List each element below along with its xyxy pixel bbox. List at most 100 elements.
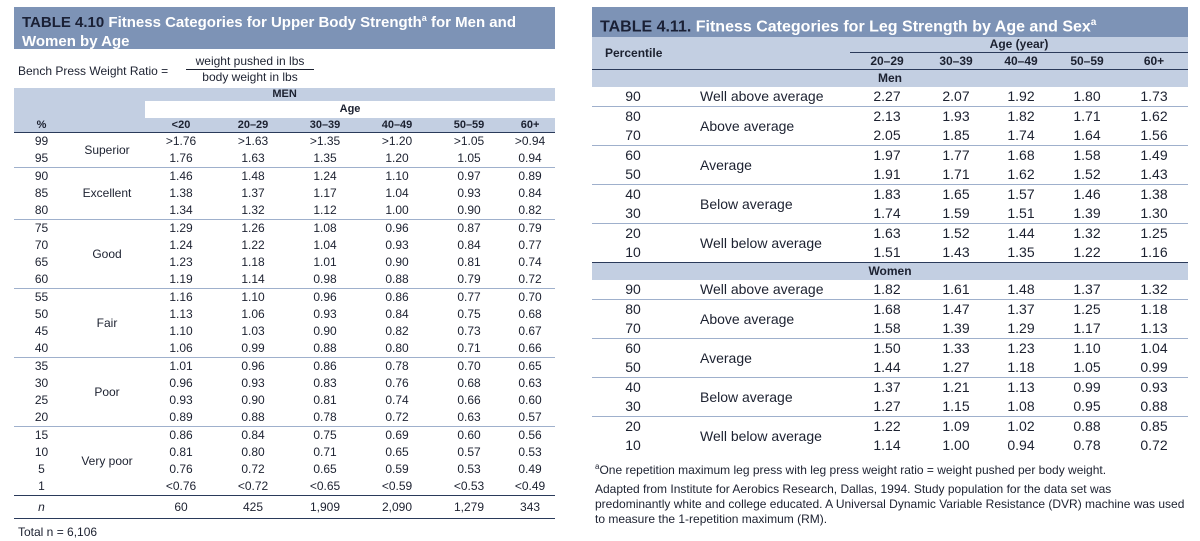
value-cell: 0.96: [217, 357, 289, 375]
value-cell: 1.29: [145, 219, 217, 237]
value-cell: 1.44: [988, 223, 1054, 243]
value-cell: 0.80: [241, 445, 265, 459]
value-cell: 1.04: [1120, 338, 1189, 358]
bench-press-formula: Bench Press Weight Ratio = weight pushed…: [14, 49, 555, 88]
value-cell: 1.48: [217, 167, 289, 185]
value-cell: 0.88: [385, 272, 409, 286]
table-row: 95 1.76 1.63 1.35 1.20 1.05 0.94: [14, 150, 555, 168]
value-cell: 1.14: [241, 272, 265, 286]
description-cell: Below average: [674, 184, 850, 224]
value-cell: 0.63: [518, 376, 542, 390]
table-row: 80 Above average 2.13 1.93 1.82 1.71 1.62: [592, 106, 1189, 146]
value-cell: 1.51: [873, 244, 901, 260]
value-cell: 0.57: [518, 410, 542, 424]
percentile-cell: 90: [14, 167, 69, 185]
formula-fraction: weight pushed in lbs body weight in lbs: [186, 54, 314, 84]
col-header-age: 20–29: [850, 52, 924, 70]
table-row: 10 1.51 1.43 1.35 1.22 1.16: [592, 243, 1188, 263]
footnote-marker: a: [595, 462, 600, 471]
value-cell: 0.95: [1073, 398, 1101, 414]
value-cell: 1.43: [942, 244, 970, 260]
value-cell: 1.46: [1054, 184, 1120, 204]
value-cell: 1.51: [1007, 205, 1035, 221]
description-cell: Above average: [674, 299, 850, 339]
age-year-header: Age (year): [850, 37, 1189, 53]
percentile-cell: 90: [625, 281, 641, 297]
value-cell: 0.63: [457, 410, 481, 424]
value-cell: 1.10: [169, 324, 193, 338]
value-cell: 0.68: [518, 307, 542, 321]
value-cell: 0.89: [505, 167, 556, 185]
value-cell: 0.72: [385, 410, 409, 424]
n-label: n: [14, 495, 69, 519]
footnote-text: One repetition maximum leg press with le…: [599, 463, 1107, 477]
value-cell: 0.71: [313, 445, 337, 459]
description-cell: Below average: [674, 377, 850, 417]
percentile-cell: 50: [625, 359, 641, 375]
value-cell: >1.05: [453, 134, 485, 148]
percentile-cell: 40: [34, 341, 49, 355]
value-cell: 1.58: [1054, 145, 1120, 165]
value-cell: 1.93: [924, 106, 988, 126]
leg-strength-table: Percentile Age (year) 20–29 30–39 40–49 50–…: [592, 37, 1189, 455]
table-row: 90 Well above average 1.82 1.61 1.48 1.37 1.32: [592, 280, 1188, 300]
percentile-cell: 85: [34, 186, 49, 200]
value-cell: 2.05: [873, 127, 901, 143]
value-cell: 0.65: [385, 445, 409, 459]
value-cell: 0.84: [385, 307, 409, 321]
value-cell: 1.37: [988, 299, 1054, 319]
table-row: 10 1.14 1.00 0.94 0.78 0.72: [592, 436, 1188, 455]
value-cell: 1.68: [988, 145, 1054, 165]
value-cell: 0.96: [169, 376, 193, 390]
col-header-age: 60+: [1120, 52, 1189, 70]
table-row: 1 <0.76 <0.72 <0.65 <0.59 <0.53 <0.49: [14, 478, 555, 496]
value-cell: 0.99: [1054, 377, 1120, 397]
table-row: 30 0.96 0.93 0.83 0.76 0.68 0.63: [14, 375, 555, 392]
table-row: 60 1.19 1.14 0.98 0.88 0.79 0.72: [14, 271, 555, 289]
table-row: 50 1.91 1.71 1.62 1.52 1.43: [592, 165, 1188, 185]
value-cell: 1.14: [873, 437, 901, 453]
table-4-11: TABLE 4.11. Fitness Categories for Leg S…: [592, 7, 1189, 531]
table-4-10-title-sup: a: [421, 13, 427, 23]
n-value: 1,909: [289, 495, 361, 519]
value-cell: 0.88: [1140, 398, 1168, 414]
percentile-cell: 95: [34, 151, 49, 165]
percentile-cell: 70: [34, 238, 49, 252]
formula-denominator: body weight in lbs: [202, 70, 298, 84]
value-cell: 1.06: [241, 307, 265, 321]
value-cell: 1.92: [1007, 88, 1035, 104]
value-cell: 1.09: [924, 416, 988, 436]
percentile-cell: 75: [14, 219, 69, 237]
percentile-cell: 30: [625, 205, 641, 221]
table-row: 40 1.06 0.99 0.88 0.80 0.71 0.66: [14, 340, 555, 358]
value-cell: 0.86: [145, 426, 217, 444]
percentile-cell: 60: [34, 272, 49, 286]
table-row: 30 1.74 1.59 1.51 1.39 1.30: [592, 204, 1188, 224]
value-cell: 0.93: [313, 307, 337, 321]
percentile-cell: 45: [34, 324, 49, 338]
percentile-cell: 30: [34, 376, 49, 390]
category-cell: Good: [69, 219, 145, 289]
value-cell: 0.93: [1120, 377, 1189, 397]
value-cell: >0.94: [514, 134, 546, 148]
value-cell: 1.49: [1120, 145, 1189, 165]
percentile-cell: 40: [592, 184, 674, 204]
value-cell: <0.59: [381, 479, 413, 493]
value-cell: 1.37: [850, 377, 924, 397]
percentile-cell: 50: [625, 166, 641, 182]
table-row: 15 Very poor 0.86 0.84 0.75 0.69 0.60 0.56: [14, 426, 556, 496]
table-4-10-title-rest: for Men and Women by Age: [22, 14, 516, 50]
value-cell: 0.93: [241, 376, 265, 390]
value-cell: 1.26: [217, 219, 289, 237]
value-cell: >1.76: [165, 134, 197, 148]
value-cell: 1.25: [1054, 299, 1120, 319]
value-cell: 1.22: [1073, 244, 1101, 260]
value-cell: 1.29: [1007, 320, 1035, 336]
value-cell: 1.63: [241, 151, 265, 165]
value-cell: 0.87: [433, 219, 505, 237]
n-blank: [69, 495, 145, 519]
value-cell: 1.06: [169, 341, 193, 355]
value-cell: 1.37: [1073, 281, 1101, 297]
value-cell: 1.73: [1140, 88, 1168, 104]
value-cell: 0.74: [385, 393, 409, 407]
